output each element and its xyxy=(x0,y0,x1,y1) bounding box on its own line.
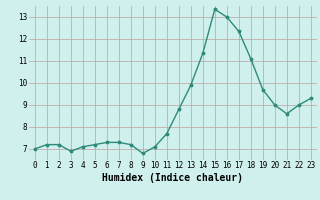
X-axis label: Humidex (Indice chaleur): Humidex (Indice chaleur) xyxy=(102,173,243,183)
